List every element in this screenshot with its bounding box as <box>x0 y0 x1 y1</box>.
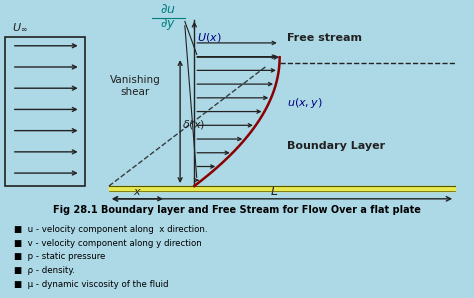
Text: $u(x,y)$: $u(x,y)$ <box>287 96 322 110</box>
Text: ■  v - velocity component along y direction: ■ v - velocity component along y directi… <box>14 239 202 248</box>
Text: ■  u - velocity component along  x direction.: ■ u - velocity component along x directi… <box>14 225 208 234</box>
Text: ■  μ - dynamic viscosity of the fluid: ■ μ - dynamic viscosity of the fluid <box>14 280 169 289</box>
Text: $\delta(x)$: $\delta(x)$ <box>182 118 206 131</box>
Text: $U_{\infty}$: $U_{\infty}$ <box>12 21 27 33</box>
Text: $x$: $x$ <box>133 187 142 197</box>
Text: ■  ρ - density.: ■ ρ - density. <box>14 266 75 275</box>
Text: Free stream: Free stream <box>287 33 362 44</box>
Text: $L$: $L$ <box>270 185 278 198</box>
Text: Boundary Layer: Boundary Layer <box>287 141 385 151</box>
Text: $U(x)$: $U(x)$ <box>197 31 221 44</box>
Text: $\partial$y: $\partial$y <box>160 16 176 32</box>
Text: ■  p - static pressure: ■ p - static pressure <box>14 252 106 261</box>
Bar <box>5 37 85 186</box>
Text: $\partial$u: $\partial$u <box>160 3 176 16</box>
Text: Fig 28.1 Boundary layer and Free Stream for Flow Over a flat plate: Fig 28.1 Boundary layer and Free Stream … <box>53 205 421 215</box>
Text: Vanishing
shear: Vanishing shear <box>109 75 161 97</box>
